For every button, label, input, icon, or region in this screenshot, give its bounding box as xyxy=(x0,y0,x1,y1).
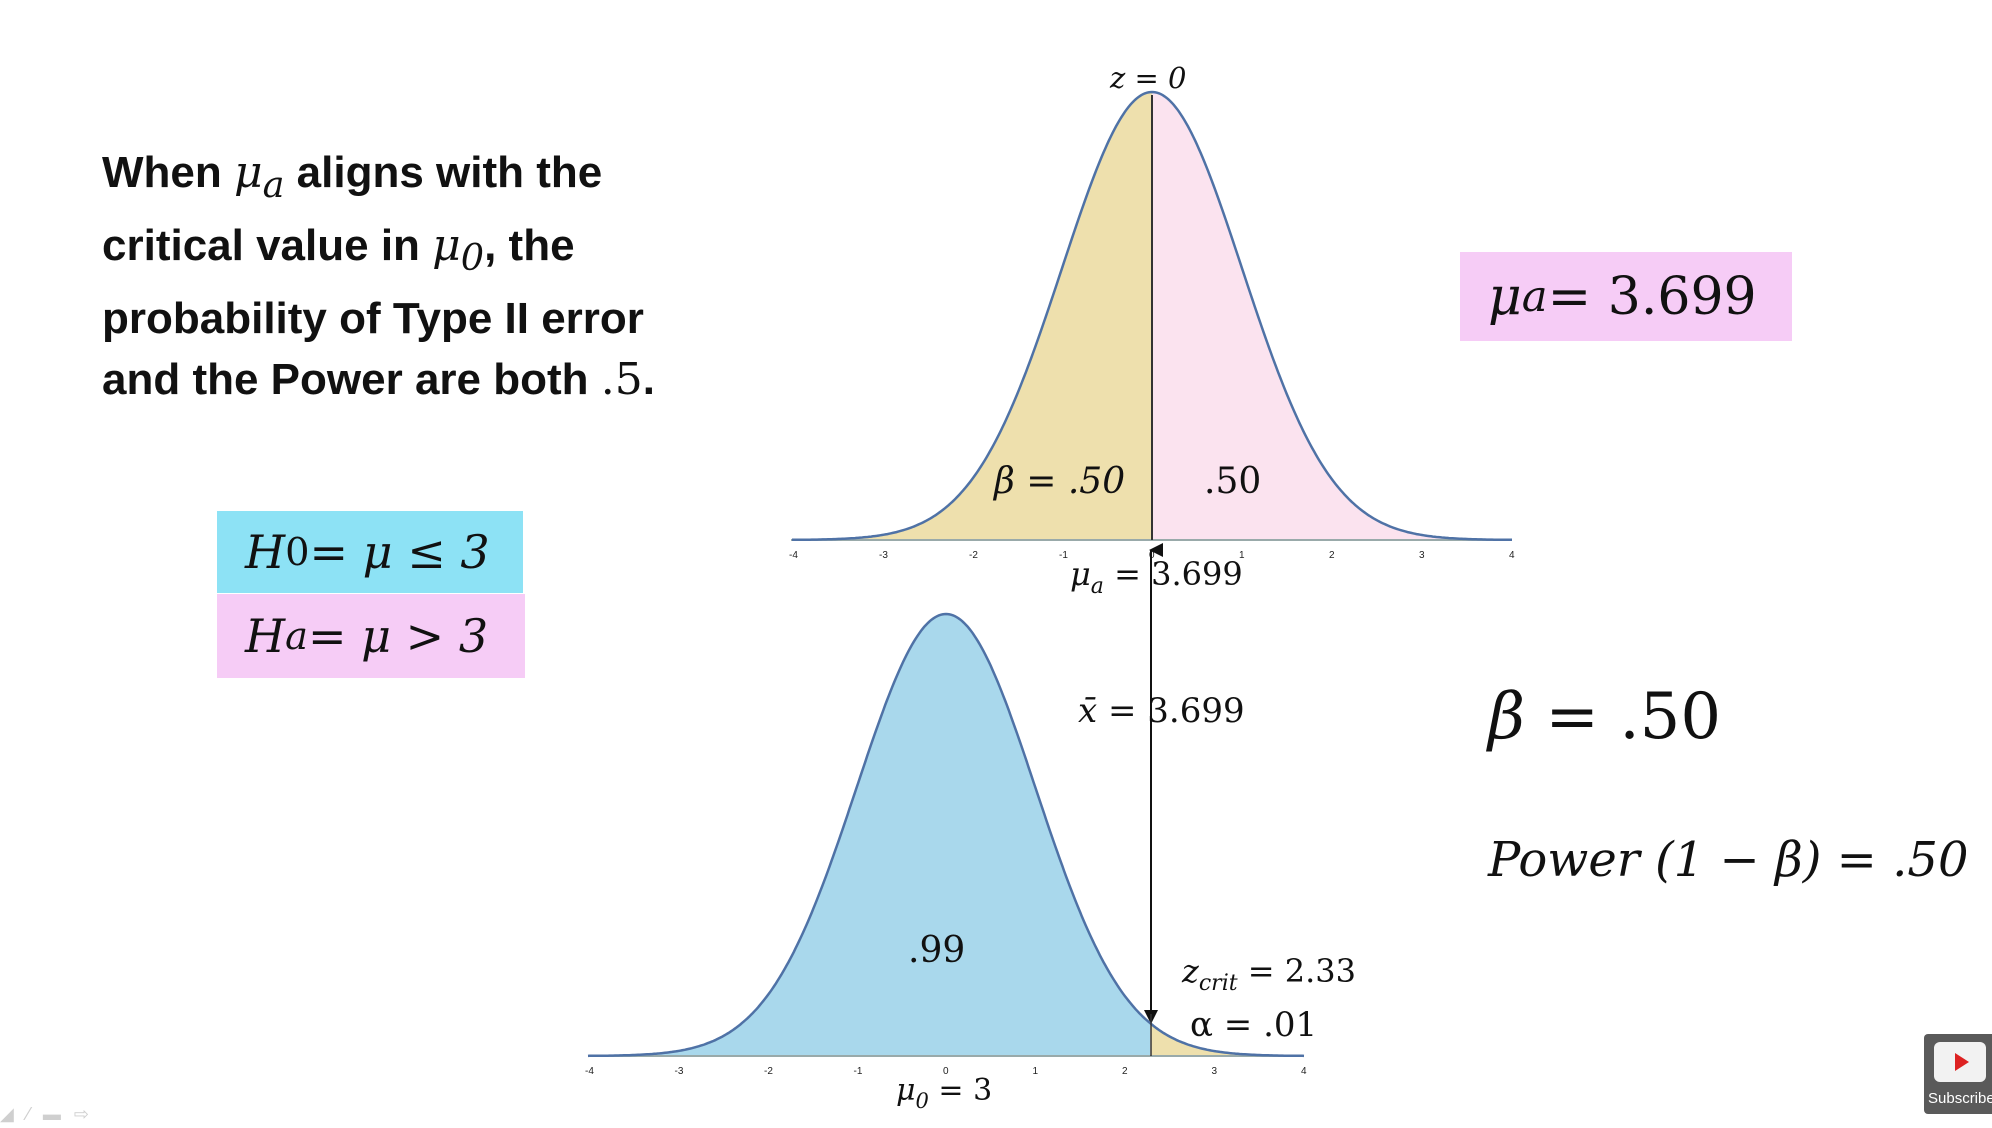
tick-label: -2 xyxy=(764,1066,773,1077)
explanation-text: When μa aligns with the critical value i… xyxy=(102,142,722,410)
tick-label: -3 xyxy=(675,1066,684,1077)
confidence-area xyxy=(588,614,1151,1056)
tick-label: 1 xyxy=(1239,550,1245,561)
z-zero-label: z = 0 xyxy=(1109,61,1186,95)
play-icon xyxy=(1934,1042,1986,1082)
tick-label: 2 xyxy=(1122,1066,1128,1077)
tick-label: 3 xyxy=(1419,550,1425,561)
tick-label: 2 xyxy=(1329,550,1335,561)
heading-word: When xyxy=(102,148,234,197)
tick-label: 4 xyxy=(1301,1066,1307,1077)
heading-value: .5 xyxy=(600,353,643,405)
power-display: Power (1 − β) = .50 xyxy=(1488,832,1969,888)
tick-label: -1 xyxy=(854,1066,863,1077)
mu-a-sub: a xyxy=(1521,271,1548,322)
slide-controls-icons[interactable]: ◢ ⁄ ▬ ⇨ xyxy=(0,1104,93,1124)
top-axis-label: μa = 3.699 xyxy=(1070,555,1243,599)
tick-label: -4 xyxy=(789,550,798,561)
mu-0-symbol: μ0 xyxy=(432,219,485,279)
tick-label: 1 xyxy=(1033,1066,1039,1077)
h0-expression: = μ ≤ 3 xyxy=(309,525,490,579)
mu-a-symbol: μa xyxy=(233,147,285,206)
confidence-area-label: .99 xyxy=(908,930,965,971)
tick-label: -2 xyxy=(969,550,978,561)
bottom-axis-label: μ0 = 3 xyxy=(896,1073,992,1113)
ha-subscript: a xyxy=(285,613,308,659)
beta-value-display: β = .50 xyxy=(1488,680,1721,754)
ha-expression: = μ > 3 xyxy=(307,609,489,663)
mu-a-value: = 3.699 xyxy=(1547,266,1757,327)
ha-variable: H xyxy=(245,609,286,663)
heading-word: probability of Type II error xyxy=(102,293,644,343)
tick-label: 0 xyxy=(943,1066,949,1077)
tick-label: -4 xyxy=(585,1066,594,1077)
tick-label: -3 xyxy=(879,550,888,561)
beta-area xyxy=(792,92,1152,540)
xbar-label: x̄ = 3.699 xyxy=(1078,691,1245,731)
heading-word: critical value in xyxy=(102,220,433,270)
bottom-curve-line xyxy=(587,612,1305,1058)
alpha-area xyxy=(1151,1023,1304,1056)
power-area-label: .50 xyxy=(1204,461,1261,502)
beta-var: β xyxy=(1488,680,1525,754)
tick-label: 4 xyxy=(1509,550,1515,561)
h0-variable: H xyxy=(245,525,286,579)
beta-value: = .50 xyxy=(1525,680,1722,754)
heading-word: aligns with the xyxy=(284,148,603,197)
tick-label: 3 xyxy=(1212,1066,1218,1077)
heading-word: and the Power are both xyxy=(102,354,601,404)
top-curve-line xyxy=(792,90,1512,542)
beta-area-label: β = .50 xyxy=(992,461,1125,502)
heading-word: , the xyxy=(484,220,575,270)
tick-label: -1 xyxy=(1059,550,1068,561)
null-distribution: -4 -3 -2 -1 0 1 2 3 4 x̄ = 3.699 .99 zcrit = 2.3… xyxy=(585,612,1356,1113)
subscribe-button[interactable]: Subscribe xyxy=(1924,1034,1992,1114)
power-area xyxy=(1152,92,1512,540)
subscribe-label: Subscribe xyxy=(1928,1090,1992,1107)
alpha-label: α = .01 xyxy=(1190,1005,1317,1045)
heading-word: . xyxy=(642,354,655,404)
h0-subscript: 0 xyxy=(285,529,310,575)
mu-a-var: μ xyxy=(1488,266,1522,327)
z-critical-label: zcrit = 2.33 xyxy=(1181,952,1356,996)
